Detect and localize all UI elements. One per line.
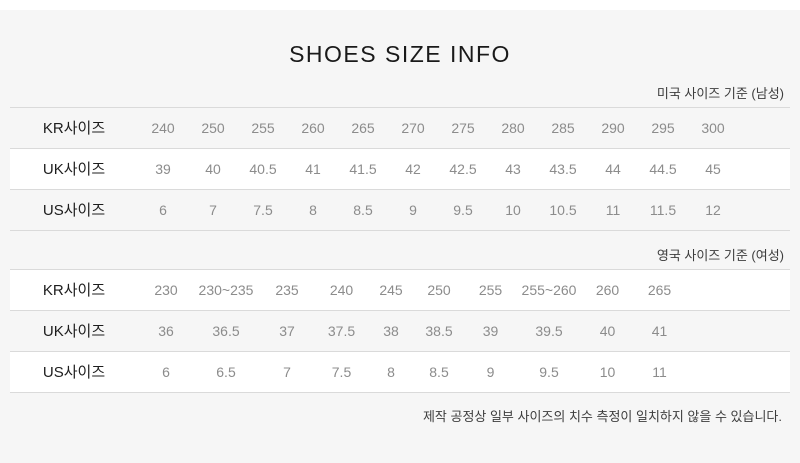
size-value-cell: 255 [251, 119, 275, 136]
size-value-cell: 45 [705, 160, 721, 177]
size-value-cell: 8 [387, 363, 395, 380]
filler-cell [684, 269, 790, 310]
size-value-cell: 10 [505, 201, 521, 218]
size-table-row: UK사이즈 36 36.5 37 37.5 38 38.5 39 39.5 40 41 [10, 310, 790, 352]
size-value-cell: 7 [209, 201, 217, 218]
row-label: UK사이즈 [42, 161, 106, 179]
size-value-cell: 300 [701, 119, 725, 136]
size-value-cell: 41 [651, 322, 668, 339]
size-value-cell: 10 [599, 363, 616, 380]
size-value-cell: 290 [601, 119, 625, 136]
size-value-cell: 11 [652, 363, 667, 380]
size-value-cell: 42 [405, 160, 421, 177]
size-table-row: US사이즈 6 6.5 7 7.5 8 8.5 9 9.5 10 11 [10, 351, 790, 393]
size-value-cell: 245 [379, 281, 403, 298]
size-value-cell: 265 [351, 119, 375, 136]
row-label: KR사이즈 [42, 282, 106, 300]
size-value-cell: 280 [501, 119, 525, 136]
size-value-cell: 285 [551, 119, 575, 136]
manufacturing-tolerance-note: 제작 공정상 일부 사이즈의 치수 측정이 일치하지 않을 수 있습니다. [422, 408, 782, 424]
size-value-cell: 275 [451, 119, 475, 136]
size-value-cell: 235 [275, 281, 299, 298]
row-label: US사이즈 [42, 364, 106, 382]
size-value-cell: 230~235 [198, 281, 254, 298]
size-value-cell: 38.5 [425, 322, 453, 339]
size-value-cell: 36 [158, 322, 174, 339]
size-value-cell: 40 [205, 160, 221, 177]
size-value-cell: 36.5 [212, 322, 240, 339]
size-value-cell: 44 [605, 160, 621, 177]
size-value-cell: 230 [154, 281, 178, 298]
mens-size-table: KR사이즈 240 250 255 260 265 270 275 280 285 290 295 30… [10, 106, 790, 231]
size-value-cell: 6 [159, 201, 167, 218]
size-table-row: US사이즈 6 7 7.5 8 8.5 9 9.5 10 10.5 11 11.5 12 [10, 189, 790, 231]
row-label: UK사이즈 [42, 323, 106, 341]
size-value-cell: 8.5 [429, 363, 449, 380]
size-value-cell: 260 [301, 119, 325, 136]
top-white-strip [0, 0, 800, 10]
size-value-cell: 265 [647, 281, 672, 298]
size-value-cell: 250 [201, 119, 225, 136]
size-value-cell: 260 [595, 281, 620, 298]
page-title: SHOES SIZE INFO [289, 41, 511, 67]
size-value-cell: 295 [651, 119, 675, 136]
filler-cell [684, 351, 790, 392]
size-value-cell: 39 [482, 322, 499, 339]
size-value-cell: 42.5 [449, 160, 477, 177]
filler-cell [738, 107, 790, 148]
size-value-cell: 9.5 [539, 363, 559, 380]
size-value-cell: 6 [162, 363, 170, 380]
size-value-cell: 10.5 [549, 201, 577, 218]
size-value-cell: 8.5 [353, 201, 373, 218]
size-value-cell: 11 [605, 201, 621, 218]
size-value-cell: 40.5 [249, 160, 277, 177]
size-value-cell: 250 [427, 281, 451, 298]
size-value-cell: 43 [505, 160, 521, 177]
size-value-cell: 6.5 [216, 363, 236, 380]
size-value-cell: 7 [283, 363, 291, 380]
size-value-cell: 240 [151, 119, 175, 136]
size-value-cell: 41 [305, 160, 321, 177]
size-value-cell: 38 [383, 322, 399, 339]
size-value-cell: 37 [279, 322, 295, 339]
size-value-cell: 11.5 [649, 201, 677, 218]
size-value-cell: 39 [155, 160, 171, 177]
size-value-cell: 41.5 [349, 160, 377, 177]
filler-cell [684, 310, 790, 351]
size-table-row: UK사이즈 39 40 40.5 41 41.5 42 42.5 43 43.5 44 44.5 45 [10, 148, 790, 190]
size-value-cell: 12 [705, 201, 721, 218]
size-table-row: KR사이즈 230 230~235 235 240 245 250 255 255~260 260… [10, 269, 790, 311]
size-value-cell: 255 [478, 281, 503, 298]
size-value-cell: 9 [409, 201, 417, 218]
size-table-row: KR사이즈 240 250 255 260 265 270 275 280 285 290 295 30… [10, 107, 790, 149]
size-value-cell: 44.5 [649, 160, 677, 177]
size-value-cell: 37.5 [327, 322, 356, 339]
womens-uk-standard-caption: 영국 사이즈 기준 (여성) [656, 247, 784, 263]
mens-us-standard-caption: 미국 사이즈 기준 (남성) [656, 86, 784, 101]
filler-cell [738, 148, 790, 189]
size-info-content: 미국 사이즈 기준 (남성) KR사이즈 240 250 255 260 265 270 27… [10, 86, 790, 426]
size-value-cell: 7.5 [331, 363, 352, 380]
womens-size-table: KR사이즈 230 230~235 235 240 245 250 255 255~260 260… [10, 268, 790, 393]
size-value-cell: 240 [329, 281, 354, 298]
size-value-cell: 255~260 [521, 281, 577, 298]
size-value-cell: 9 [486, 363, 495, 380]
size-value-cell: 43.5 [549, 160, 577, 177]
size-value-cell: 7.5 [253, 201, 273, 218]
size-value-cell: 8 [309, 201, 317, 218]
row-label: US사이즈 [42, 202, 106, 220]
row-label: KR사이즈 [42, 120, 106, 138]
size-value-cell: 9.5 [453, 201, 473, 218]
size-value-cell: 39.5 [535, 322, 563, 339]
size-value-cell: 270 [401, 119, 425, 136]
filler-cell [738, 189, 790, 230]
size-value-cell: 40 [599, 322, 616, 339]
